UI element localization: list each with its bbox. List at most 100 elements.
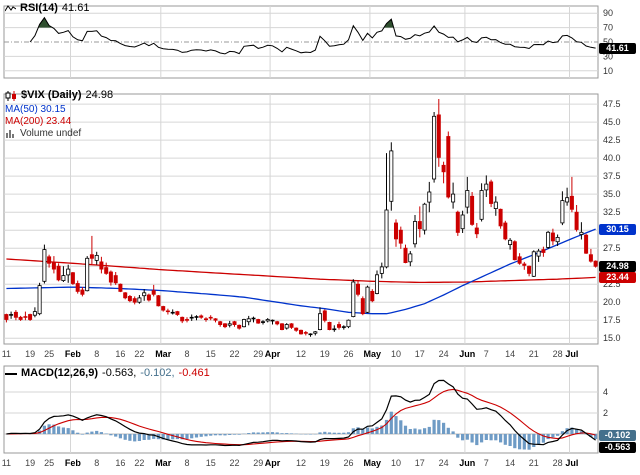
svg-text:32.5: 32.5 <box>603 207 621 217</box>
svg-text:Jun: Jun <box>459 349 475 359</box>
svg-text:15: 15 <box>206 349 216 359</box>
svg-text:12: 12 <box>296 458 306 468</box>
svg-text:19: 19 <box>320 349 330 359</box>
svg-text:26: 26 <box>343 458 353 468</box>
svg-text:8: 8 <box>94 458 99 468</box>
svg-text:22.5: 22.5 <box>603 279 621 289</box>
svg-text:35.0: 35.0 <box>603 189 621 199</box>
svg-text:12: 12 <box>296 349 306 359</box>
svg-text:21: 21 <box>529 458 539 468</box>
rsi-series <box>29 16 596 55</box>
svg-text:24: 24 <box>439 458 449 468</box>
svg-text:10: 10 <box>603 66 613 76</box>
svg-text:42.5: 42.5 <box>603 135 621 145</box>
svg-text:19: 19 <box>25 458 35 468</box>
svg-text:15.0: 15.0 <box>603 333 621 343</box>
svg-text:17: 17 <box>415 349 425 359</box>
macd-legend: MACD(12,26,9) -0.563, -0.102, -0.461 <box>5 368 210 379</box>
ma200-legend: MA(200) 23.44 <box>5 116 71 127</box>
svg-text:25: 25 <box>44 458 54 468</box>
axis-tick-labels: 907050301047.545.042.540.037.535.032.530… <box>603 8 621 418</box>
symbol-legend: $VIX (Daily) 24.98 <box>5 90 113 101</box>
macd-signal-value: -0.461 <box>178 367 210 379</box>
rsi-label: RSI(14) <box>20 2 58 14</box>
svg-text:Jul: Jul <box>565 349 578 359</box>
macd-hist-value: -0.102, <box>140 367 175 379</box>
svg-text:11: 11 <box>2 349 11 359</box>
svg-text:24: 24 <box>439 349 449 359</box>
svg-text:May: May <box>364 349 382 359</box>
svg-text:22: 22 <box>229 458 239 468</box>
last-price: 24.98 <box>85 89 114 101</box>
svg-text:22: 22 <box>134 458 144 468</box>
svg-text:Apr: Apr <box>265 349 281 359</box>
svg-text:29: 29 <box>253 349 263 359</box>
ma200-label: MA(200) 23.44 <box>5 116 72 127</box>
svg-text:37.5: 37.5 <box>603 171 621 181</box>
x-axis-labels: 11 19 25 Feb 8 16 22 Mar 8 15 22 29 Apr 12 19 26 May 10 17… <box>2 349 579 468</box>
svg-text:17.5: 17.5 <box>603 315 621 325</box>
svg-text:20.0: 20.0 <box>603 297 621 307</box>
svg-text:21: 21 <box>529 349 539 359</box>
svg-text:70: 70 <box>603 23 613 33</box>
svg-text:28: 28 <box>553 458 563 468</box>
volume-legend: Volume undef <box>5 128 81 139</box>
svg-text:25: 25 <box>44 349 54 359</box>
svg-text:7: 7 <box>484 458 489 468</box>
svg-text:30: 30 <box>603 51 613 61</box>
svg-text:26: 26 <box>343 349 353 359</box>
macd-value: -0.563, <box>102 367 137 379</box>
svg-text:17: 17 <box>415 458 425 468</box>
ma50-value-box: 30.15 <box>599 223 636 235</box>
svg-text:45.0: 45.0 <box>603 117 621 127</box>
svg-text:16: 16 <box>115 349 125 359</box>
svg-text:22: 22 <box>229 349 239 359</box>
svg-text:47.5: 47.5 <box>603 99 621 109</box>
panel-borders <box>3 5 599 454</box>
gridlines <box>4 6 598 453</box>
svg-text:50: 50 <box>603 37 613 47</box>
svg-text:16: 16 <box>115 458 125 468</box>
macd-hist-value-box: -0.102 <box>599 429 636 441</box>
rsi-value: 41.61 <box>61 2 90 14</box>
svg-text:15: 15 <box>206 458 216 468</box>
svg-text:10: 10 <box>391 458 401 468</box>
svg-text:8: 8 <box>94 349 99 359</box>
svg-text:Feb: Feb <box>65 349 82 359</box>
svg-text:May: May <box>364 458 382 468</box>
svg-text:Feb: Feb <box>65 458 82 468</box>
svg-text:14: 14 <box>505 458 515 468</box>
macd-series <box>6 379 598 450</box>
svg-text:14: 14 <box>505 349 515 359</box>
candlestick-icon <box>5 90 17 101</box>
rsi-legend: RSI(14) 41.61 <box>5 3 89 14</box>
ma50-label: MA(50) 30.15 <box>5 104 66 115</box>
svg-text:10: 10 <box>391 349 401 359</box>
moving-averages <box>6 228 596 315</box>
ma200-value-box: 23.44 <box>599 271 636 283</box>
svg-text:40.0: 40.0 <box>603 153 621 163</box>
svg-text:22: 22 <box>134 349 144 359</box>
svg-text:19: 19 <box>320 458 330 468</box>
macd-line-icon <box>5 369 17 378</box>
svg-text:8: 8 <box>184 349 189 359</box>
svg-text:Apr: Apr <box>265 458 281 468</box>
svg-text:Jul: Jul <box>565 458 578 468</box>
line-chart-icon <box>5 4 16 13</box>
ma50-legend: MA(50) 30.15 <box>5 104 66 115</box>
svg-text:Mar: Mar <box>155 458 172 468</box>
rsi-value-box: 41.61 <box>599 42 636 54</box>
svg-text:2: 2 <box>603 408 608 418</box>
svg-text:29: 29 <box>253 458 263 468</box>
macd-line-value-box: -0.563 <box>599 441 636 453</box>
svg-text:19: 19 <box>25 349 35 359</box>
macd-label: MACD(12,26,9) <box>21 367 99 379</box>
last-price-box: 24.98 <box>599 260 636 272</box>
svg-text:90: 90 <box>603 8 613 18</box>
svg-text:7: 7 <box>484 349 489 359</box>
svg-text:Jun: Jun <box>459 458 475 468</box>
svg-text:11: 11 <box>2 458 11 468</box>
candlesticks <box>4 99 598 337</box>
